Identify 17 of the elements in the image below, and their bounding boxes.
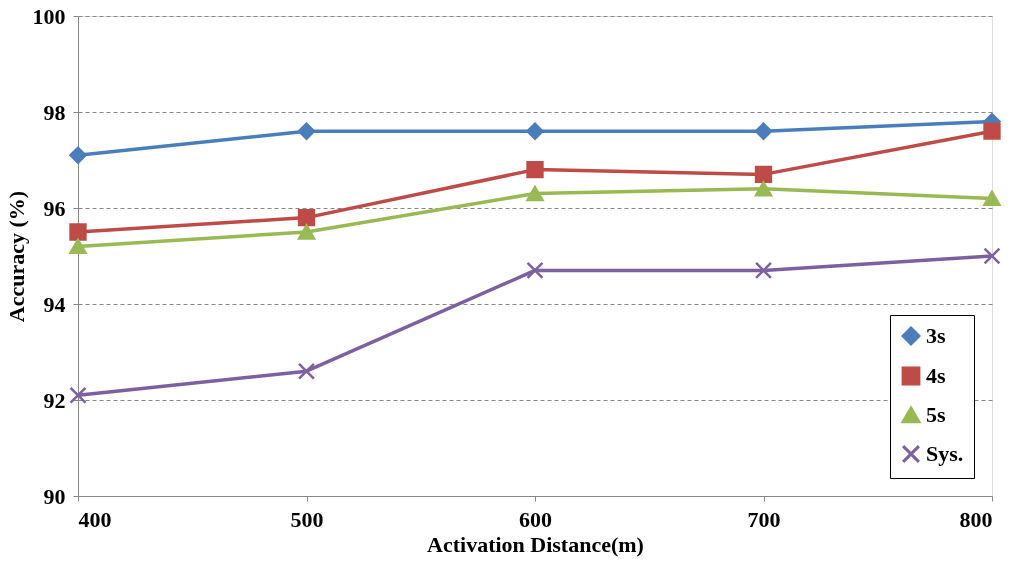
- x-axis-title: Activation Distance(m): [427, 531, 644, 557]
- x-tick-label: 600: [519, 506, 552, 532]
- legend-label: 4s: [926, 363, 946, 388]
- x-tick-label: 800: [959, 506, 993, 532]
- y-tick-label: 92: [43, 387, 66, 413]
- x-tick-label: 500: [290, 506, 324, 532]
- legend-label: Sys.: [926, 441, 964, 466]
- x-tick-label: 700: [747, 506, 781, 532]
- y-axis-title: Accuracy (%): [3, 190, 29, 323]
- y-tick-label: 96: [43, 195, 66, 221]
- legend-label: 5s: [926, 402, 946, 427]
- y-tick-label: 90: [43, 483, 66, 509]
- x-tick-label: 400: [78, 506, 112, 532]
- y-tick-label: 94: [43, 291, 66, 317]
- y-tick-label: 100: [32, 3, 66, 29]
- y-tick-label: 98: [43, 99, 66, 125]
- legend-label: 3s: [926, 323, 946, 348]
